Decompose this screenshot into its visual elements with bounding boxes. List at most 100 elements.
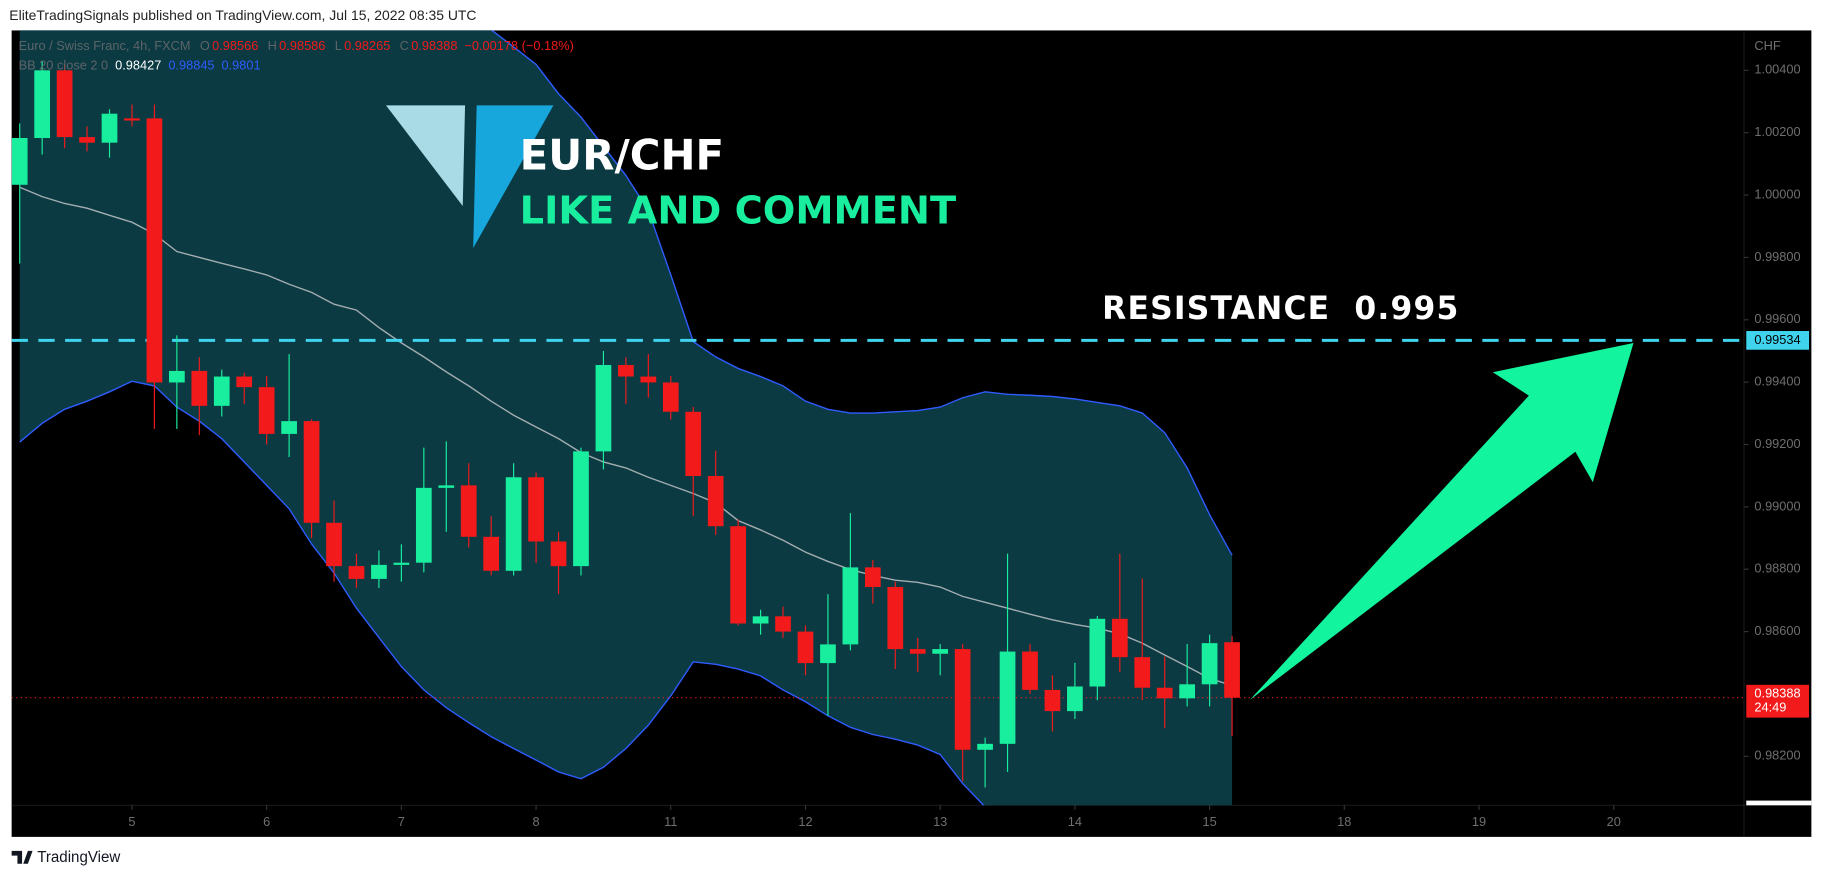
candle-body <box>550 541 567 567</box>
candle-body <box>258 387 275 434</box>
candle-body <box>11 138 28 185</box>
legend-ohlc-value: 0.98265 <box>344 38 390 53</box>
last-price-box <box>1746 684 1810 718</box>
legend-symbol: Euro / Swiss Franc, 4h, FXCM <box>19 38 191 53</box>
candle-body <box>236 376 253 388</box>
candle-body <box>191 370 208 406</box>
resistance-price-box <box>1746 331 1810 350</box>
y-tick-label: 1.00000 <box>1754 186 1800 201</box>
chart-title: EUR/CHF <box>520 130 724 179</box>
candle-body <box>932 649 949 654</box>
candle-body <box>573 451 589 567</box>
candle-body <box>483 536 500 571</box>
candle-body <box>1201 643 1218 685</box>
currency-label: CHF <box>1754 38 1780 53</box>
candle-body <box>1044 689 1061 712</box>
y-tick-label: 0.99600 <box>1754 311 1800 326</box>
candle-body <box>887 587 904 650</box>
legend-ohlc-letter: C <box>400 38 409 53</box>
candle-body <box>303 421 320 523</box>
last-price-label: 0.98388 <box>1754 686 1800 701</box>
legend-change: −0.00178 (−0.18%) <box>464 38 573 53</box>
x-tick-label: 15 <box>1202 814 1216 829</box>
candle-body <box>393 562 410 565</box>
candle-body <box>281 421 297 434</box>
logo-mark <box>11 850 33 864</box>
candle-body <box>505 477 522 571</box>
candle-body <box>1111 618 1128 658</box>
candle-body <box>415 487 432 563</box>
legend-bb-lower: 0.9801 <box>222 58 261 73</box>
publish-header: EliteTradingSignals published on Trading… <box>9 7 476 23</box>
candle-body <box>640 376 657 383</box>
candle-body <box>1134 657 1151 688</box>
x-tick-label: 18 <box>1337 814 1351 829</box>
candle-body <box>999 651 1016 744</box>
candle-body <box>707 476 724 527</box>
candle-body <box>977 743 993 750</box>
candle-body <box>438 485 455 488</box>
candle-body <box>371 564 387 579</box>
candle-body <box>864 567 881 588</box>
logo-left-wing <box>385 105 466 207</box>
candle-body <box>1022 651 1038 690</box>
candle-body <box>842 567 859 645</box>
candle-body <box>775 616 791 632</box>
y-tick-label: 0.98800 <box>1754 561 1800 576</box>
y-tick-label: 0.99200 <box>1754 436 1800 451</box>
legend-ohlc-value: 0.98566 <box>212 38 258 53</box>
y-tick-label: 0.99800 <box>1754 249 1800 264</box>
x-tick-label: 13 <box>933 814 947 829</box>
legend-ohlc-letter: H <box>268 38 277 53</box>
candle-body <box>954 649 971 750</box>
candle-body <box>909 649 926 654</box>
footer-brand: TradingView <box>37 849 120 866</box>
legend-bb-basis: 0.98427 <box>115 58 161 73</box>
candle-body <box>662 382 679 412</box>
x-tick-label: 12 <box>798 814 812 829</box>
legend-bb-upper: 0.98845 <box>168 58 214 73</box>
candle-body <box>528 477 544 542</box>
candle-body <box>1224 642 1240 698</box>
y-tick-label: 0.99000 <box>1754 498 1800 513</box>
trend-arrow <box>1249 342 1634 700</box>
x-tick-label: 8 <box>533 814 540 829</box>
candle-body <box>1179 684 1196 699</box>
y-tick-label: 0.98600 <box>1754 623 1800 638</box>
x-tick-label: 20 <box>1607 814 1621 829</box>
candle-body <box>618 365 634 377</box>
candle-body <box>460 485 477 537</box>
countdown-label: 24:49 <box>1754 700 1786 715</box>
bb-lower-line <box>19 380 985 806</box>
x-tick-label: 5 <box>128 814 135 829</box>
resistance-annotation: RESISTANCE 0.995 <box>1102 291 1459 327</box>
x-tick-label: 14 <box>1068 814 1082 829</box>
candle-body <box>326 522 342 567</box>
x-tick-label: 19 <box>1472 814 1486 829</box>
candle-body <box>595 365 612 452</box>
overlay: 1.00400 1.00200 1.00000 0.99800 0.99600 0.994… <box>19 38 1812 829</box>
axis-marker <box>1746 800 1812 806</box>
candle-body <box>1089 618 1106 687</box>
legend-ohlc-value: 0.98586 <box>279 38 325 53</box>
bb-upper-line <box>490 30 1233 556</box>
legend-ohlc-letter: O <box>200 38 210 53</box>
legend-ohlc-letter: L <box>335 38 342 53</box>
resistance-price-label: 0.99534 <box>1754 332 1800 347</box>
legend-indicator-name: BB 20 close 2 0 <box>19 58 109 73</box>
candle-body <box>752 616 769 624</box>
candle-body <box>685 411 702 477</box>
candle-body <box>213 376 230 406</box>
candle-body <box>146 118 163 383</box>
tradingview-logo: TradingView <box>11 849 120 866</box>
candle-body <box>79 137 95 143</box>
legend-ohlc-value: 0.98388 <box>411 38 457 53</box>
y-tick-label: 0.98200 <box>1754 748 1800 763</box>
candle-body <box>34 70 51 139</box>
y-tick-label: 1.00400 <box>1754 62 1800 77</box>
candle-body <box>730 526 746 624</box>
candle-body <box>56 70 73 138</box>
x-tick-label: 7 <box>398 814 405 829</box>
